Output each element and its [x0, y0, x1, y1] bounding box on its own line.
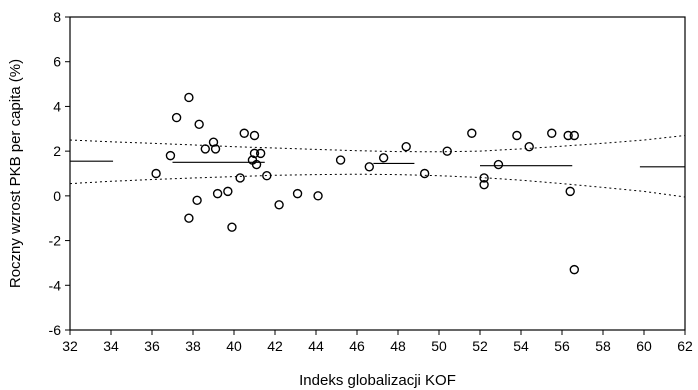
x-tick-label: 48 — [390, 338, 406, 354]
x-tick-label: 50 — [431, 338, 447, 354]
x-tick-label: 44 — [308, 338, 324, 354]
data-point — [563, 130, 573, 141]
x-tick-label: 40 — [226, 338, 242, 354]
x-axis-title: Indeks globalizacji KOF — [299, 372, 456, 389]
x-tick-label: 62 — [677, 338, 693, 354]
y-tick-label: 6 — [53, 54, 61, 70]
data-point — [184, 92, 194, 103]
segment-means — [70, 160, 685, 168]
data-point — [512, 130, 522, 141]
x-tick-label: 38 — [185, 338, 201, 354]
data-point — [151, 168, 161, 179]
y-tick-label: 8 — [53, 9, 61, 25]
data-point — [569, 130, 579, 141]
data-point — [479, 173, 489, 183]
y-axis-ticks: -6 -4 -2 0 2 4 6 8 — [49, 9, 70, 338]
data-point — [274, 200, 284, 210]
data-point — [249, 148, 260, 159]
data-point — [165, 150, 176, 161]
x-tick-label: 34 — [103, 338, 119, 354]
data-point — [184, 213, 194, 223]
data-point — [335, 155, 346, 165]
y-tick-label: -6 — [49, 322, 62, 338]
data-point — [419, 168, 430, 179]
data-point — [227, 222, 237, 232]
data-point — [235, 173, 245, 183]
y-tick-label: 4 — [53, 98, 61, 114]
data-point — [313, 191, 323, 201]
y-tick-label: -4 — [49, 277, 62, 293]
data-point — [171, 112, 182, 123]
x-tick-label: 32 — [62, 338, 78, 354]
y-tick-label: -2 — [49, 233, 62, 249]
data-point — [223, 186, 233, 197]
data-point — [192, 195, 202, 206]
y-axis-title: Roczny wzrost PKB per capita (%) — [7, 59, 24, 288]
x-tick-label: 46 — [349, 338, 365, 354]
data-point — [479, 179, 489, 190]
x-tick-label: 36 — [144, 338, 160, 354]
plot-frame — [69, 16, 686, 331]
data-point — [292, 188, 303, 199]
data-point — [212, 188, 223, 199]
data-point — [194, 119, 204, 130]
lower-confidence-band — [69, 173, 686, 198]
x-tick-label: 56 — [554, 338, 570, 354]
data-point — [524, 141, 534, 152]
data-point — [442, 146, 452, 156]
x-tick-label: 58 — [595, 338, 611, 354]
data-point — [255, 148, 266, 159]
data-point — [569, 264, 579, 275]
x-tick-label: 42 — [267, 338, 283, 354]
data-point — [565, 186, 575, 197]
data-point — [251, 159, 262, 170]
data-point — [210, 144, 221, 154]
data-point — [249, 130, 260, 141]
data-point — [208, 137, 219, 147]
data-point — [200, 144, 211, 154]
data-point — [547, 128, 557, 138]
x-tick-label: 54 — [513, 338, 529, 354]
data-point — [401, 141, 411, 152]
data-point — [493, 159, 504, 170]
data-point — [378, 153, 389, 163]
upper-confidence-band — [69, 135, 686, 153]
y-tick-label: 2 — [53, 143, 61, 159]
plot-border — [69, 16, 686, 331]
data-points — [151, 92, 579, 275]
data-point — [364, 162, 374, 172]
confidence-bands — [69, 135, 686, 198]
y-tick-label: 0 — [53, 188, 61, 204]
x-axis-ticks: 32 34 36 38 40 42 44 46 48 50 52 54 56 58 60 62 — [62, 330, 693, 354]
x-tick-label: 52 — [472, 338, 488, 354]
data-point — [467, 128, 477, 138]
data-point — [239, 128, 249, 138]
data-point — [262, 171, 272, 181]
x-tick-label: 60 — [636, 338, 652, 354]
